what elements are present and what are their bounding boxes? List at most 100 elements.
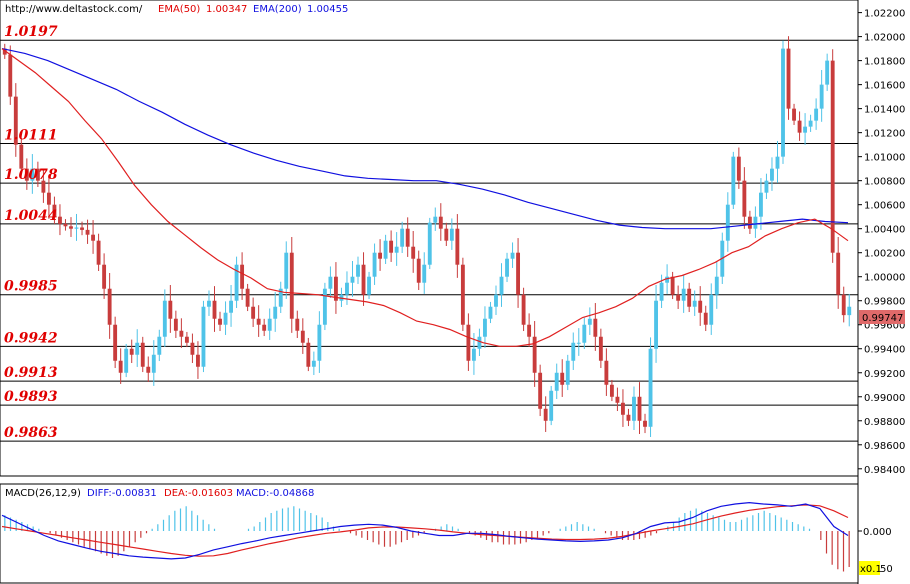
candle-body: [19, 144, 24, 169]
candle-body: [593, 318, 598, 337]
price-tick-label: 1.01200: [864, 129, 905, 140]
candle-body: [841, 294, 846, 316]
macd-label: MACD(26,12,9): [5, 488, 81, 499]
ema200-value: 1.00455: [307, 4, 348, 15]
level-label: 0.9893: [4, 389, 58, 405]
candle-body: [444, 228, 449, 241]
candle-body: [52, 204, 57, 217]
candle-body: [659, 282, 664, 301]
price-tick-label: 1.01000: [864, 153, 905, 164]
candle-body: [240, 264, 245, 289]
candle-body: [85, 229, 90, 235]
price-tick-label: 1.00000: [864, 273, 905, 284]
candle-body: [400, 228, 405, 247]
candle-body: [825, 60, 830, 85]
level-label: 1.0197: [4, 24, 58, 40]
price-tick-label: 0.98600: [864, 441, 905, 452]
level-label: 0.9913: [4, 365, 58, 381]
candle-body: [24, 168, 29, 181]
candle-body: [151, 354, 156, 373]
candle-body: [587, 318, 592, 325]
candle-body: [8, 54, 13, 97]
candle-body: [665, 276, 670, 283]
price-tick-label: 1.01400: [864, 105, 905, 116]
candle-body: [107, 288, 112, 325]
candle-body: [725, 204, 730, 241]
price-tick-label: 1.00800: [864, 177, 905, 188]
candle-body: [367, 276, 371, 295]
current-price-label: 0.99747: [862, 313, 903, 324]
candle-body: [510, 252, 515, 259]
candle-body: [814, 108, 819, 121]
candle-body: [698, 300, 703, 313]
candle-body: [742, 180, 747, 217]
candle-body: [229, 300, 233, 313]
macd-diff-value: DIFF:-0.00831: [87, 488, 157, 499]
candle-body: [494, 294, 498, 307]
candle-body: [405, 228, 410, 247]
price-tick-label: 1.02000: [864, 33, 905, 44]
ema50-label: EMA(50): [158, 4, 200, 15]
candle-body: [576, 342, 581, 344]
ema200-line: [1, 48, 849, 230]
candle-body: [251, 306, 256, 319]
candles: [2, 36, 852, 437]
candle-body: [460, 264, 465, 325]
candle-body: [703, 312, 708, 325]
candle-body: [747, 216, 752, 229]
candle-body: [140, 342, 145, 367]
candle-body: [648, 348, 653, 427]
candle-body: [532, 336, 537, 373]
multiplier-label: x0.1: [860, 564, 882, 575]
candle-body: [35, 168, 40, 181]
candle-body: [80, 227, 84, 230]
candle-body: [565, 360, 570, 385]
candle-body: [654, 300, 658, 349]
candle-body: [129, 348, 134, 355]
candle-body: [582, 324, 587, 343]
candle-body: [803, 126, 808, 133]
candle-body: [118, 360, 123, 373]
candle-body: [46, 192, 51, 205]
candle-body: [615, 396, 620, 403]
candle-body: [273, 306, 278, 319]
candle-body: [234, 264, 239, 301]
candle-body: [549, 390, 554, 421]
candle-body: [797, 120, 802, 133]
candle-body: [681, 288, 686, 301]
candle-body: [483, 318, 487, 337]
candle-body: [488, 306, 493, 319]
candle-body: [604, 360, 609, 385]
candle-body: [676, 294, 681, 301]
candle-body: [709, 294, 714, 325]
candle-body: [356, 264, 360, 277]
candle-body: [433, 216, 438, 223]
candle-body: [69, 226, 73, 229]
candle-body: [179, 330, 184, 337]
candle-body: [295, 318, 300, 331]
macd-dea-value: DEA:-0.01603: [164, 488, 233, 499]
candle-body: [477, 336, 482, 349]
candle-body: [173, 318, 178, 331]
price-tick-label: 0.99600: [864, 321, 905, 332]
candle-body: [162, 300, 167, 337]
macd-dea-line: [1, 504, 849, 557]
candle-body: [306, 342, 311, 367]
candle-body: [819, 84, 824, 109]
candle-body: [637, 396, 642, 421]
candle-body: [157, 336, 162, 355]
candle-body: [554, 372, 559, 391]
candle-body: [378, 252, 383, 259]
level-label: 0.9863: [4, 425, 58, 441]
price-tick-label: 1.01600: [864, 81, 905, 92]
candle-body: [212, 300, 217, 319]
price-tick-label: 1.00200: [864, 249, 905, 260]
level-label: 1.0044: [4, 208, 58, 224]
multiplier-box: [859, 561, 880, 575]
candle-body: [736, 156, 741, 181]
candle-body: [41, 180, 46, 193]
candle-body: [394, 246, 399, 253]
candle-body: [692, 300, 697, 307]
candle-body: [643, 420, 647, 427]
